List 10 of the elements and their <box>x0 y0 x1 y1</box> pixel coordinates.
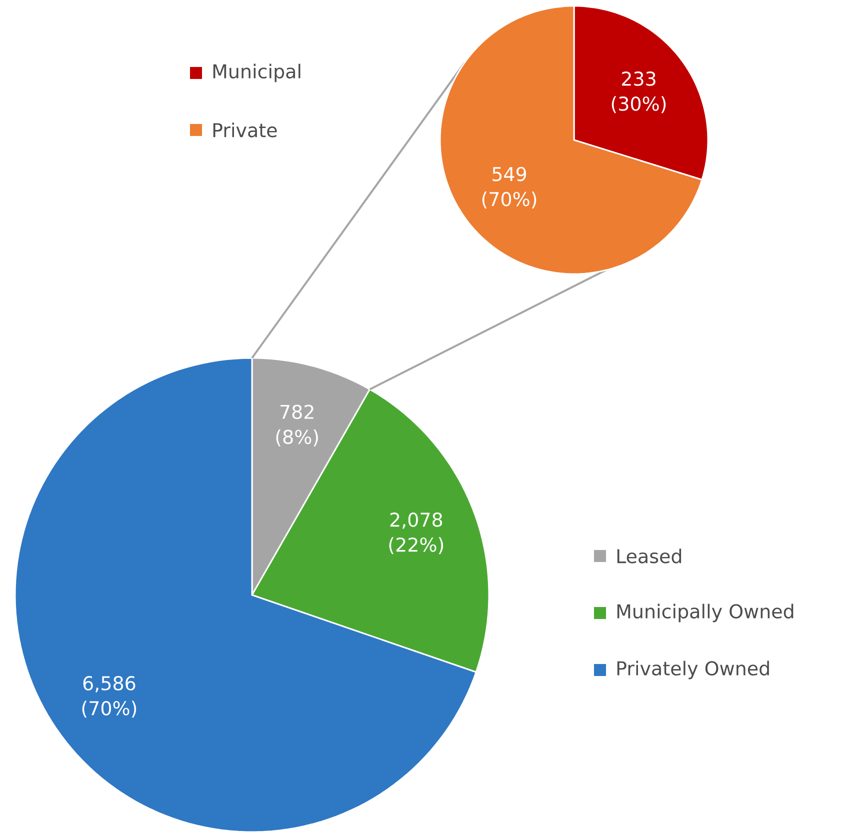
data-label: 233 (30%) <box>612 72 666 114</box>
legend-label: Municipal <box>213 64 300 82</box>
data-label: 6,586 (70%) <box>82 676 136 718</box>
data-label: 549 (70%) <box>482 166 536 208</box>
legend-label: Privately Owned <box>617 660 769 680</box>
data-label: 2,078 (22%) <box>389 512 444 554</box>
legend-label: Private <box>213 122 277 138</box>
legend-label: Municipally Owned <box>617 604 794 622</box>
legend-label: Leased <box>617 548 682 564</box>
data-label: 782 (8%) <box>276 404 318 446</box>
